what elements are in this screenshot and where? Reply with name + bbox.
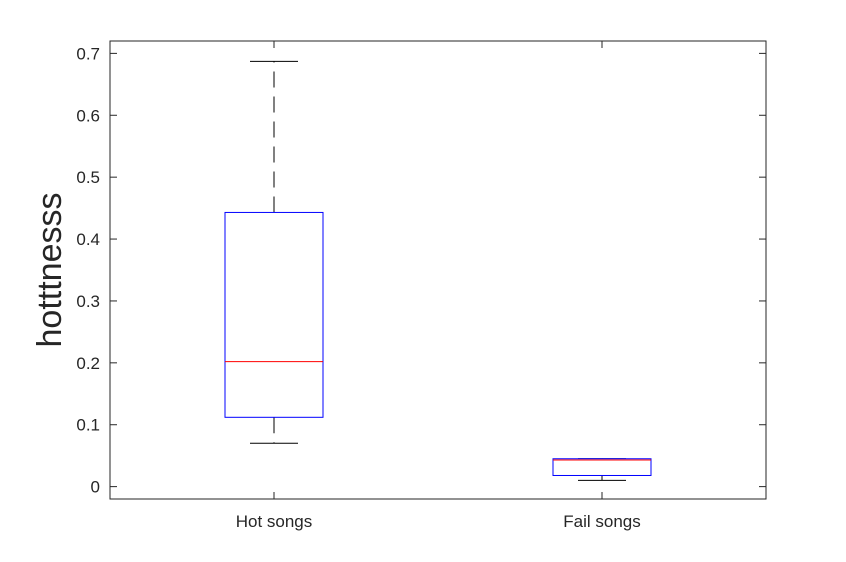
x-axis-ticks: Hot songs Fail songs <box>236 41 641 531</box>
plot-area <box>109 40 767 500</box>
y-tick-label: 0.5 <box>76 168 100 187</box>
box-iqr <box>552 458 652 476</box>
y-tick-label: 0.4 <box>76 230 100 249</box>
box-hot-songs <box>224 60 324 444</box>
y-tick-label: 0.2 <box>76 354 100 373</box>
box-fail-songs <box>552 458 652 481</box>
y-axis-ticks: 0 0.1 0.2 0.3 0.4 0.5 0.6 0.7 <box>76 44 766 497</box>
axes-frame <box>109 40 767 500</box>
y-axis-label: hotttnesss <box>31 193 69 348</box>
y-tick-label: 0.3 <box>76 292 100 311</box>
y-tick-label: 0 <box>91 478 100 497</box>
x-tick-label: Fail songs <box>563 512 640 531</box>
box-iqr <box>224 211 324 418</box>
y-tick-label: 0.6 <box>76 106 100 125</box>
y-tick-label: 0.7 <box>76 44 100 63</box>
x-tick-label: Hot songs <box>236 512 313 531</box>
y-tick-label: 0.1 <box>76 416 100 435</box>
box-series <box>224 60 652 481</box>
